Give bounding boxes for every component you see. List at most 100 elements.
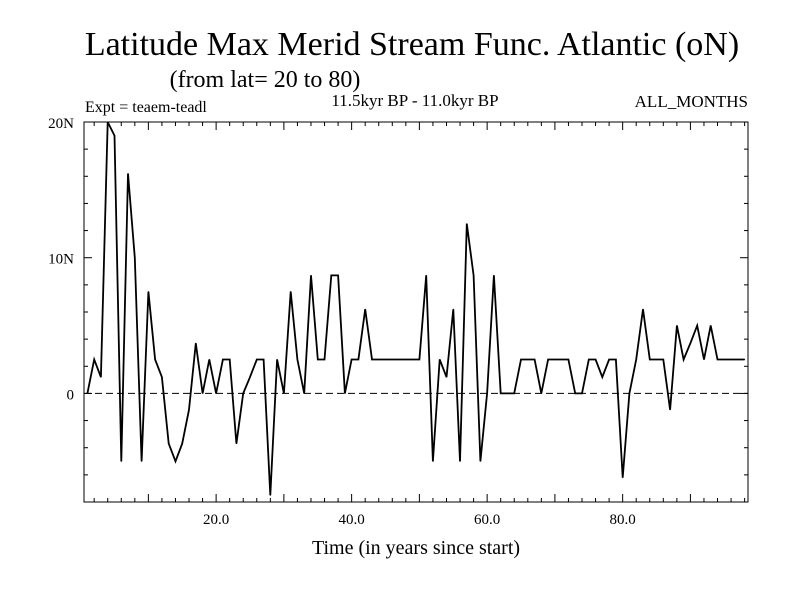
- x-tick-label: 60.0: [474, 512, 500, 528]
- data-point: [676, 325, 678, 327]
- data-point: [283, 392, 285, 394]
- data-point: [215, 392, 217, 394]
- data-point: [412, 359, 414, 360]
- data-point: [303, 392, 305, 394]
- data-point: [391, 359, 393, 360]
- data-point: [344, 392, 346, 394]
- axis-tick-labels: 20.0 40.0 60.0 80.0 0 10N 20N: [48, 116, 636, 528]
- data-point: [622, 477, 624, 479]
- months-label: ALL_MONTHS: [635, 92, 748, 111]
- data-point: [459, 460, 461, 462]
- data-point: [235, 443, 237, 445]
- data-point: [669, 409, 671, 411]
- data-point: [649, 359, 651, 360]
- data-series-line: [86, 121, 745, 496]
- data-point: [710, 325, 712, 327]
- data-point: [717, 359, 718, 360]
- data-point: [479, 460, 481, 462]
- data-point: [385, 359, 386, 360]
- data-point: [696, 325, 698, 327]
- x-axis-label: Time (in years since start): [312, 537, 520, 559]
- data-point: [405, 359, 407, 360]
- data-point: [628, 392, 630, 394]
- data-point: [256, 359, 258, 360]
- data-point: [635, 359, 637, 360]
- data-point: [703, 359, 705, 360]
- data-point: [357, 359, 359, 360]
- data-point: [493, 274, 495, 276]
- data-point: [351, 359, 353, 360]
- x-tick-label: 80.0: [610, 512, 636, 528]
- data-point: [500, 392, 502, 394]
- data-point: [567, 359, 569, 360]
- data-point: [513, 392, 515, 394]
- data-point: [208, 359, 210, 360]
- data-point: [432, 460, 434, 462]
- data-point: [527, 359, 529, 360]
- data-point: [662, 359, 664, 360]
- plot-frame: [83, 121, 749, 503]
- data-point: [141, 460, 143, 462]
- period-label: 11.5kyr BP - 11.0kyr BP: [331, 91, 498, 110]
- data-point: [452, 308, 454, 310]
- data-point: [371, 359, 373, 360]
- data-point: [473, 274, 475, 276]
- data-point: [195, 342, 197, 344]
- data-point: [134, 257, 136, 259]
- y-tick-label: 10N: [48, 252, 74, 268]
- data-point: [581, 392, 583, 394]
- data-point: [168, 443, 170, 445]
- data-point: [100, 376, 102, 378]
- data-point: [398, 359, 400, 360]
- data-point: [330, 274, 332, 276]
- data-point: [547, 359, 549, 360]
- data-point: [161, 376, 163, 378]
- data-point: [656, 359, 657, 360]
- data-point: [127, 173, 129, 175]
- data-point: [425, 274, 427, 276]
- data-point: [642, 308, 644, 310]
- data-point: [229, 359, 231, 360]
- data-point: [601, 376, 603, 378]
- data-point: [554, 359, 556, 360]
- data-point: [93, 359, 95, 360]
- data-point: [337, 274, 339, 276]
- data-point: [561, 359, 563, 360]
- data-point: [120, 460, 122, 462]
- data-point: [147, 291, 149, 293]
- data-point: [222, 359, 224, 360]
- data-point: [608, 359, 610, 360]
- data-point: [439, 359, 441, 360]
- data-point: [540, 392, 542, 394]
- data-point: [296, 359, 298, 360]
- axis-ticks: [84, 121, 748, 503]
- data-point: [364, 308, 366, 310]
- data-point: [466, 223, 468, 225]
- data-point: [310, 274, 312, 276]
- data-point: [378, 359, 380, 360]
- data-point: [595, 359, 597, 360]
- data-point: [730, 359, 732, 360]
- chart-title: Latitude Max Merid Stream Func. Atlantic…: [85, 26, 739, 63]
- y-tick-label: 0: [67, 387, 75, 403]
- data-point: [744, 359, 746, 360]
- data-point: [507, 392, 508, 394]
- data-point: [418, 359, 420, 360]
- data-point: [276, 359, 278, 360]
- data-point: [486, 392, 488, 394]
- x-tick-label: 40.0: [339, 512, 365, 528]
- data-point: [588, 359, 590, 360]
- data-point: [689, 342, 691, 344]
- data-points: [86, 121, 746, 496]
- x-tick-label: 20.0: [203, 512, 229, 528]
- chart-subtitle: (from lat= 20 to 80): [170, 67, 361, 93]
- data-point: [269, 494, 271, 496]
- data-point: [202, 392, 204, 394]
- data-point: [114, 135, 115, 137]
- data-point: [86, 392, 88, 394]
- data-point: [263, 359, 265, 360]
- data-point: [446, 376, 447, 378]
- y-tick-label: 20N: [48, 116, 74, 132]
- data-point: [154, 359, 156, 360]
